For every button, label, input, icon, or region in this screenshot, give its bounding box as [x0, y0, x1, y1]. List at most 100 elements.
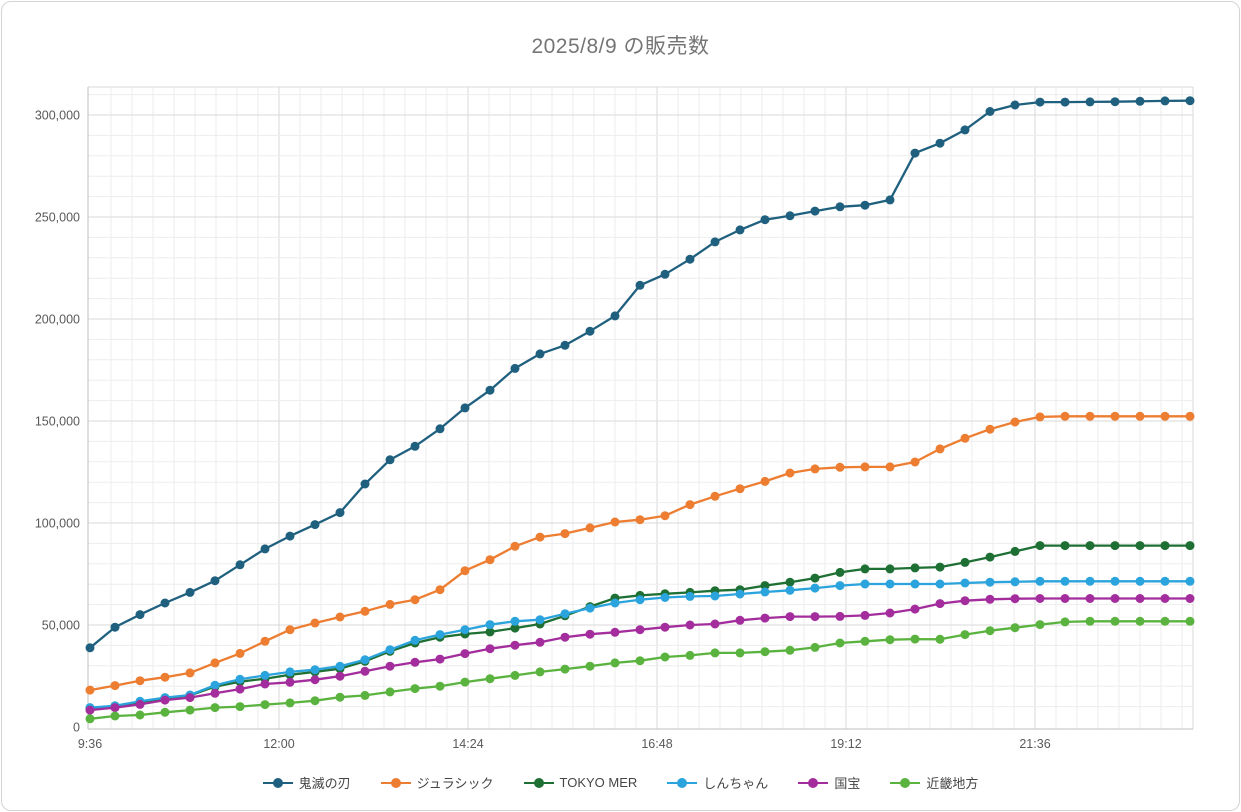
data-point-icon	[1160, 541, 1170, 551]
data-point-icon	[1135, 576, 1145, 586]
data-point-icon	[785, 612, 795, 622]
data-point-icon	[785, 577, 795, 587]
data-point-icon	[860, 636, 870, 646]
series-line-5	[89, 620, 1190, 720]
data-point-icon	[935, 579, 945, 589]
legend-marker-icon	[262, 777, 293, 788]
data-point-icon	[435, 630, 445, 640]
data-point-icon	[935, 138, 945, 148]
data-point-icon	[1085, 576, 1095, 586]
legend-marker-icon	[380, 777, 411, 788]
data-point-icon	[460, 625, 470, 635]
data-point-icon	[960, 125, 970, 135]
data-point-icon	[310, 618, 320, 628]
series-line-4	[89, 597, 1190, 712]
data-point-icon	[860, 579, 870, 589]
data-point-icon	[635, 515, 645, 525]
data-point-icon	[835, 611, 845, 621]
data-point-icon	[685, 591, 695, 601]
data-point-icon	[110, 711, 120, 721]
series-line-0	[89, 99, 1191, 649]
data-point-icon	[460, 566, 470, 576]
svg-text:21:36: 21:36	[1019, 737, 1050, 751]
chart-title: 2025/8/9 の販売数	[531, 35, 710, 58]
data-point-icon	[760, 476, 770, 486]
data-point-icon	[1035, 594, 1045, 603]
data-point-icon	[735, 225, 745, 235]
svg-text:250,000: 250,000	[35, 211, 80, 225]
data-point-icon	[385, 455, 395, 465]
svg-text:50,000: 50,000	[42, 619, 80, 633]
data-point-icon	[160, 695, 170, 705]
data-point-icon	[410, 684, 420, 694]
data-point-icon	[1185, 576, 1195, 586]
data-point-icon	[1035, 412, 1045, 422]
data-point-icon	[735, 589, 745, 599]
data-point-icon	[610, 627, 620, 637]
data-point-icon	[235, 648, 245, 658]
data-point-icon	[660, 652, 670, 662]
data-point-icon	[885, 462, 895, 472]
data-point-icon	[535, 637, 545, 647]
svg-text:9:36: 9:36	[78, 737, 102, 751]
data-point-icon	[835, 638, 845, 648]
data-point-icon	[785, 585, 795, 595]
data-point-icon	[1185, 96, 1195, 106]
data-point-icon	[835, 581, 845, 591]
data-point-icon	[1035, 576, 1045, 586]
data-point-icon	[860, 200, 870, 210]
data-point-icon	[1060, 97, 1070, 107]
data-point-icon	[1135, 594, 1145, 603]
legend-label: ジュラシック	[416, 776, 494, 791]
data-point-icon	[1135, 96, 1145, 106]
data-point-icon	[85, 643, 95, 653]
data-point-icon	[385, 645, 395, 655]
data-point-icon	[435, 681, 445, 691]
data-point-icon	[135, 676, 145, 686]
data-point-icon	[685, 650, 695, 660]
data-point-icon	[985, 424, 995, 434]
legend-marker-icon	[798, 777, 829, 788]
svg-text:150,000: 150,000	[35, 415, 80, 429]
data-point-icon	[985, 577, 995, 587]
data-point-icon	[985, 107, 995, 116]
data-point-icon	[660, 269, 670, 279]
data-point-icon	[1035, 97, 1045, 107]
data-point-icon	[1110, 411, 1120, 421]
data-point-icon	[685, 254, 695, 264]
data-point-icon	[610, 598, 620, 608]
data-point-icon	[285, 667, 295, 677]
legend-item-1: ジュラシック	[380, 773, 494, 792]
data-point-icon	[760, 587, 770, 597]
data-point-icon	[1035, 620, 1045, 630]
data-point-icon	[660, 593, 670, 602]
data-point-icon	[885, 608, 895, 618]
data-point-icon	[335, 508, 345, 518]
data-point-icon	[685, 620, 695, 630]
data-point-icon	[560, 609, 570, 619]
axis-tick-labels: 0 50,000 100,000 150,000 200,000 250,000 300,0…	[35, 109, 1051, 752]
data-point-icon	[460, 649, 470, 659]
data-point-icon	[260, 636, 270, 646]
data-point-icon	[160, 672, 170, 682]
data-point-icon	[1110, 576, 1120, 586]
data-point-icon	[735, 484, 745, 494]
data-point-icon	[935, 634, 945, 644]
legend-label: 国宝	[834, 776, 861, 791]
data-point-icon	[860, 462, 870, 472]
data-point-icon	[135, 610, 145, 620]
data-point-icon	[260, 544, 270, 554]
data-point-icon	[1110, 97, 1120, 107]
data-point-icon	[560, 340, 570, 350]
data-point-icon	[210, 680, 220, 690]
legend-label: 鬼滅の刃	[298, 776, 351, 791]
data-point-icon	[210, 658, 220, 668]
data-point-icon	[960, 557, 970, 567]
data-point-icon	[160, 707, 170, 717]
data-point-icon	[1160, 616, 1170, 626]
data-point-icon	[435, 585, 445, 595]
data-point-icon	[810, 464, 820, 474]
data-point-icon	[485, 555, 495, 565]
